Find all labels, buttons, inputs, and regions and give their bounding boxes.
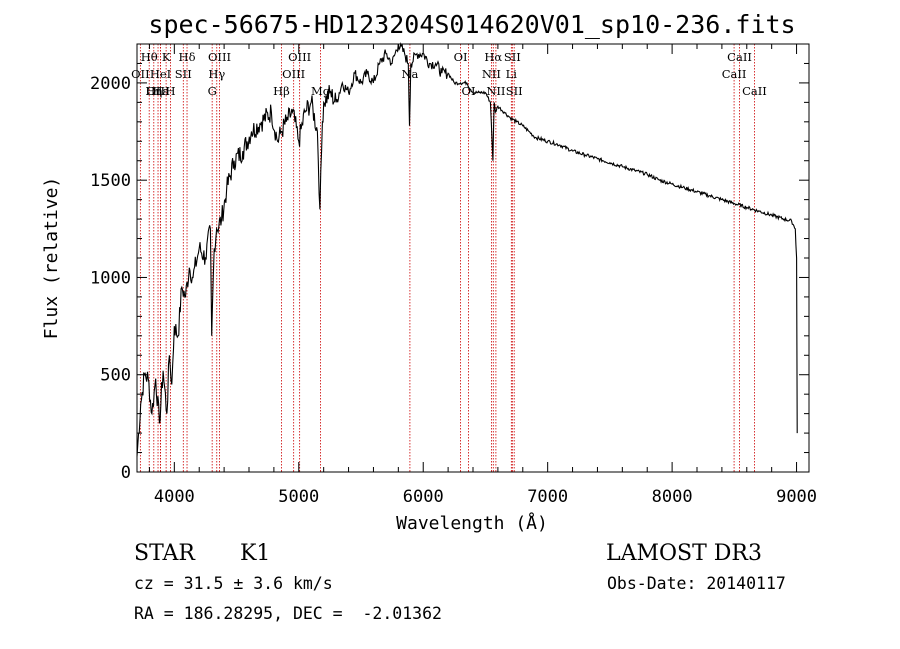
emission-line-label: HeI	[150, 67, 171, 81]
y-tick-label: 1000	[90, 268, 131, 288]
survey-name: LAMOST DR3	[606, 541, 762, 566]
emission-line-label: OIII	[208, 50, 231, 64]
emission-line-label: OI	[462, 84, 476, 98]
redshift-velocity: cz = 31.5 ± 3.6 km/s	[134, 574, 333, 593]
emission-line-label: Hε	[153, 84, 169, 98]
emission-line-label: G	[208, 84, 217, 98]
emission-line-label: NII	[486, 84, 505, 98]
coordinates: RA = 186.28295, DEC = -2.01362	[134, 604, 442, 623]
x-tick-label: 7000	[527, 487, 568, 507]
emission-line-label: Hα	[484, 50, 502, 64]
emission-line-label: Na	[401, 67, 418, 81]
x-axis: 4000 5000 6000 7000 8000 9000	[148, 44, 817, 507]
object-subclass: K1	[240, 541, 270, 566]
x-tick-label: 4000	[154, 487, 195, 507]
emission-line-label: SII	[506, 84, 523, 98]
emission-line-label: CaII	[742, 84, 767, 98]
y-tick-label: 1500	[90, 171, 131, 191]
plot-frame	[136, 43, 810, 473]
emission-line-label: Hδ	[179, 50, 196, 64]
spectrum-series-line	[136, 41, 798, 457]
emission-line-label: K	[162, 50, 171, 64]
emission-line-label: OI	[454, 50, 468, 64]
y-axis: 0 500 1000 1500 2000	[90, 43, 809, 483]
x-tick-label: 8000	[652, 487, 693, 507]
emission-line-label: CaII	[727, 50, 752, 64]
y-tick-label: 500	[100, 366, 131, 386]
emission-line-label: H	[165, 84, 175, 98]
emission-line-label: NII	[482, 67, 501, 81]
emission-line-label: OIII	[146, 84, 169, 98]
emission-line-label: Hθ	[141, 50, 158, 64]
chart-title: spec-56675-HD123204S014620V01_sp10-236.f…	[148, 10, 795, 39]
emission-line-label: SII	[504, 50, 521, 64]
y-axis-label: Flux (relative)	[41, 177, 62, 340]
emission-line-label: Hη	[145, 84, 162, 98]
emission-line-label: Mg	[311, 84, 331, 98]
x-tick-label: 6000	[403, 487, 444, 507]
emission-line-label: OII	[131, 67, 150, 81]
y-tick-label: 2000	[90, 74, 131, 94]
object-class: STAR	[134, 541, 196, 566]
emission-line-label: SII	[175, 67, 192, 81]
observation-date: Obs-Date: 20140117	[607, 574, 786, 593]
emission-line-label: OIII	[282, 67, 305, 81]
emission-line-markers	[139, 44, 755, 472]
emission-line-label: CaII	[722, 67, 747, 81]
y-tick-label: 0	[121, 463, 131, 483]
emission-line-label: OIII	[288, 50, 311, 64]
emission-line-label: Li	[506, 67, 518, 81]
x-tick-label: 5000	[278, 487, 319, 507]
x-tick-label: 9000	[776, 487, 817, 507]
emission-line-label: Hβ	[273, 84, 290, 98]
x-axis-label: Wavelength (Å)	[396, 512, 548, 534]
emission-line-label: Hγ	[208, 67, 225, 81]
